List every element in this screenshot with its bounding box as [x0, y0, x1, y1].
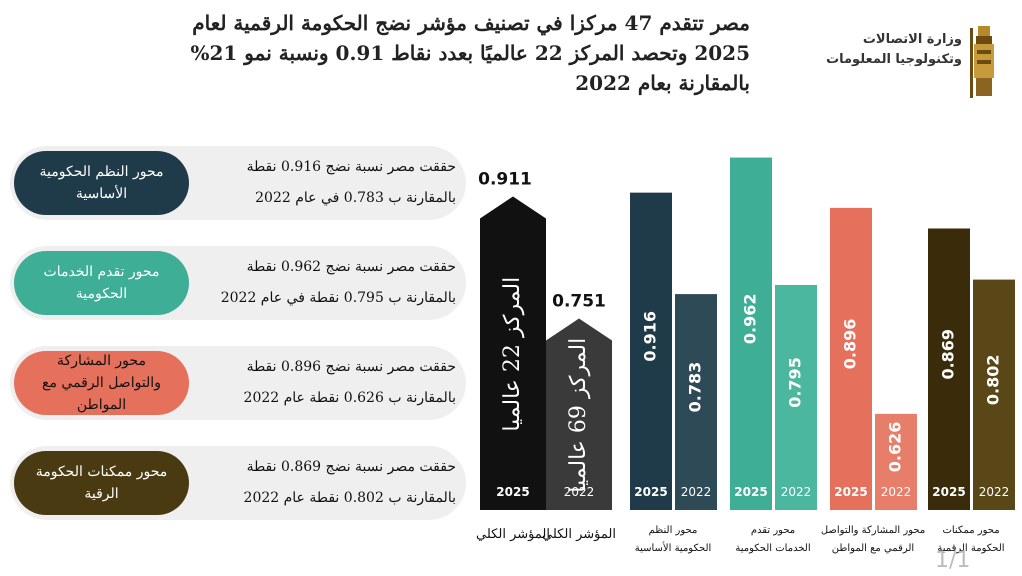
axis-tag: محور تقدم الخدمات الحكومية	[14, 251, 189, 315]
bar-value-label: 0.896	[841, 319, 860, 370]
bar-2022	[675, 294, 717, 510]
bar-value-label: 0.795	[786, 357, 805, 408]
title-line-2: 2025 وتحصد المركز 22 عالميًا بعدد نقاط 0…	[190, 41, 750, 65]
overall-year-label: 2022	[564, 485, 595, 499]
overall-axis-label: المؤشر الكلي	[542, 527, 616, 542]
title-line-1: مصر تتقدم 47 مركزا في تصنيف مؤشر نضج الح…	[192, 11, 750, 35]
axis-description-line-1: حققت مصر نسبة نضج 0.896 نقطة	[246, 359, 456, 375]
overall-arrow-bar	[480, 196, 546, 510]
overall-arrow-bar	[546, 318, 612, 510]
bar-2022	[875, 413, 917, 510]
bar-value-label: 0.962	[741, 293, 760, 344]
bar-2025	[830, 207, 872, 510]
ministry-name-line-1: وزارة الاتصالات	[862, 32, 962, 47]
overall-rank-label: المركز 22 عالميا	[500, 277, 525, 432]
axis-description: حققت مصر نسبة نضج 0.896 نقطة بالمقارنة ب…	[194, 352, 456, 414]
bar-year-label: 2022	[781, 485, 812, 499]
ministry-name: وزارة الاتصالات وتكنولوجيا المعلومات	[812, 30, 962, 70]
axis-description: حققت مصر نسبة نضج 0.962 نقطة بالمقارنة ب…	[194, 252, 456, 314]
bar-value-label: 0.802	[984, 354, 1003, 405]
ministry-logo: وزارة الاتصالات وتكنولوجيا المعلومات	[812, 20, 1012, 100]
bar-value-label: 0.783	[686, 362, 705, 413]
axis-description-line-1: حققت مصر نسبة نضج 0.869 نقطة	[246, 459, 456, 475]
overall-rank-label: المركز 69 عالميا	[566, 338, 591, 493]
axis-description-line-2: بالمقارنة ب 0.802 نقطة عام 2022	[243, 490, 456, 506]
bar-year-label: 2025	[932, 485, 965, 499]
page-title: مصر تتقدم 47 مركزا في تصنيف مؤشر نضج الح…	[170, 8, 750, 98]
category-axis-label: الخدمات الحكومية	[735, 543, 810, 554]
category-axis-label: محور المشاركة والتواصل	[821, 525, 925, 536]
axis-description: حققت مصر نسبة نضج 0.916 نقطة بالمقارنة ب…	[194, 152, 456, 214]
axis-tag: محور ممكنات الحكومة الرقية	[14, 451, 189, 515]
overall-axis-label: المؤشر الكلي	[476, 527, 550, 542]
axis-description-line-2: بالمقارنة ب 0.626 نقطة عام 2022	[243, 390, 456, 406]
bar-year-label: 2022	[979, 485, 1010, 499]
bar-year-label: 2022	[881, 485, 912, 499]
bar-year-label: 2022	[681, 485, 712, 499]
axis-card-enablers: محور ممكنات الحكومة الرقية حققت مصر نسبة…	[10, 446, 466, 520]
bar-2022	[775, 284, 817, 510]
category-axis-label: محور النظم	[649, 525, 698, 536]
bar-year-label: 2025	[734, 485, 767, 499]
axis-description-line-2: بالمقارنة ب 0.795 نقطة في عام 2022	[220, 290, 456, 306]
axis-card-engagement: محور المشاركة والتواصل الرقمي مع المواطن…	[10, 346, 466, 420]
bar-2025	[730, 157, 772, 510]
axis-card-services: محور تقدم الخدمات الحكومية حققت مصر نسبة…	[10, 246, 466, 320]
bar-value-label: 0.916	[641, 311, 660, 362]
category-axis-label: محور ممكنات	[942, 525, 999, 536]
pharaoh-emblem-icon	[970, 26, 994, 98]
maturity-bar-chart: 0.911 المركز 22 عالميا 2025 المؤشر الكلي 0.7…	[476, 157, 1015, 554]
bar-value-label: 0.869	[939, 329, 958, 380]
axis-description-line-1: حققت مصر نسبة نضج 0.962 نقطة	[246, 259, 456, 275]
category-axis-label: الرقمي مع المواطن	[832, 543, 914, 554]
category-axis-label: محور تقدم	[751, 525, 795, 536]
category-axis-label: الحكومة الرقمية	[937, 543, 1004, 554]
axis-description: حققت مصر نسبة نضج 0.869 نقطة بالمقارنة ب…	[194, 452, 456, 514]
axis-tag: محور المشاركة والتواصل الرقمي مع المواطن	[14, 351, 189, 415]
axis-description-line-1: حققت مصر نسبة نضج 0.916 نقطة	[246, 159, 456, 175]
bar-year-label: 2025	[834, 485, 867, 499]
ministry-name-line-2: وتكنولوجيا المعلومات	[826, 52, 962, 67]
bar-value-label: 0.626	[886, 422, 905, 473]
overall-value-label: 0.751	[552, 292, 606, 312]
category-axis-label: الحكومية الأساسية	[635, 542, 712, 554]
axis-card-core-systems: محور النظم الحكومية الأساسية حققت مصر نس…	[10, 146, 466, 220]
page-number: 1/1	[935, 548, 971, 573]
overall-value-label: 0.911	[478, 169, 532, 189]
axis-tag: محور النظم الحكومية الأساسية	[14, 151, 189, 215]
bar-2022	[973, 279, 1015, 510]
overall-year-label: 2025	[496, 485, 529, 499]
axis-description-line-2: بالمقارنة ب 0.783 في عام 2022	[255, 190, 456, 206]
bar-2025	[630, 192, 672, 511]
title-line-3: بالمقارنة بعام 2022	[575, 71, 750, 95]
bar-2025	[928, 228, 970, 510]
bar-year-label: 2025	[634, 485, 667, 499]
